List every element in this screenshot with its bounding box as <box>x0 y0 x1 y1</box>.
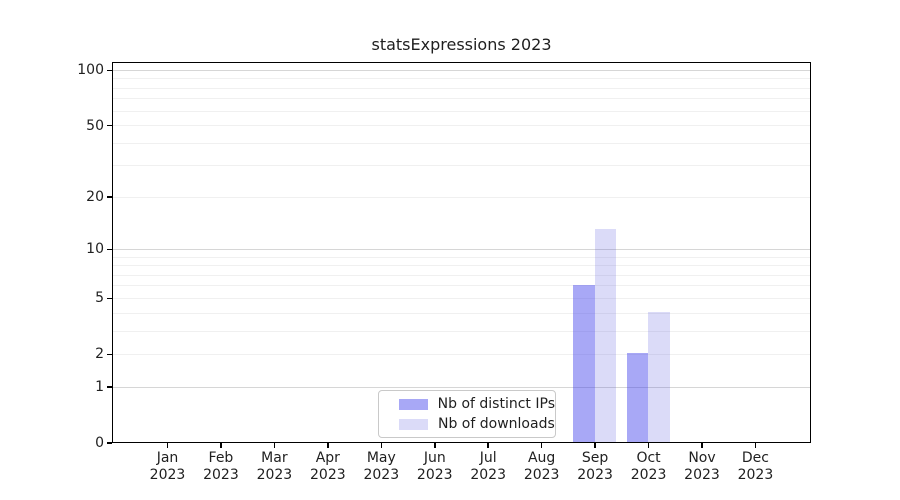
legend-item-distinct-ips: Nb of distinct IPs <box>399 396 555 412</box>
bar-sep-ips <box>573 284 595 442</box>
minor-gridline <box>113 98 810 100</box>
major-gridline <box>113 386 810 388</box>
major-gridline <box>113 248 810 250</box>
chart-title: statsExpressions 2023 <box>371 35 552 54</box>
x-axis-tick <box>220 443 222 448</box>
x-tick-month: Jul <box>479 450 497 466</box>
x-axis-tick <box>594 443 596 448</box>
x-tick-month: Mar <box>261 450 288 466</box>
x-tick-label: Jan 2023 <box>128 450 208 484</box>
bar-oct-ips <box>626 353 649 442</box>
x-tick-year: 2023 <box>310 467 346 483</box>
y-axis-tick <box>107 442 112 444</box>
x-tick-month: Oct <box>636 450 661 466</box>
x-tick-month: Feb <box>208 450 234 466</box>
minor-gridline <box>113 297 810 299</box>
minor-gridline <box>113 312 810 314</box>
plot-area <box>112 62 811 443</box>
x-axis-tick <box>701 443 703 448</box>
bar-oct-downloads <box>648 312 670 442</box>
x-tick-label: Feb 2023 <box>181 450 261 484</box>
y-axis-tick <box>107 353 112 356</box>
legend-label-distinct-ips: Nb of distinct IPs <box>437 396 555 412</box>
x-tick-year: 2023 <box>256 467 293 483</box>
minor-gridline <box>113 110 810 112</box>
minor-gridline <box>113 256 810 258</box>
x-tick-year: 2023 <box>149 467 186 483</box>
x-tick-label: Mar 2023 <box>234 450 314 484</box>
x-tick-month: Aug <box>527 450 556 466</box>
x-axis-tick <box>647 443 650 448</box>
minor-gridline <box>113 274 810 276</box>
y-tick-label: 100 <box>77 62 104 79</box>
y-tick-label: 5 <box>95 290 104 307</box>
x-tick-label: Dec 2023 <box>715 450 795 484</box>
minor-gridline <box>113 265 810 267</box>
legend-label-downloads: Nb of downloads <box>438 416 555 432</box>
x-tick-year: 2023 <box>630 467 667 483</box>
x-axis-tick <box>434 443 436 448</box>
x-tick-month: Sep <box>581 450 609 466</box>
x-tick-year: 2023 <box>470 467 506 483</box>
x-tick-year: 2023 <box>363 467 400 483</box>
x-tick-year: 2023 <box>577 467 613 483</box>
minor-gridline <box>113 330 810 332</box>
legend: Nb of distinct IPs Nb of downloads <box>378 390 556 438</box>
x-axis-tick <box>273 443 276 448</box>
bar-sep-downloads <box>594 228 617 442</box>
x-tick-year: 2023 <box>523 467 560 483</box>
y-tick-label: 2 <box>95 346 104 363</box>
x-tick-label: Apr 2023 <box>288 450 368 484</box>
major-gridline <box>113 69 810 71</box>
minor-gridline <box>113 353 810 355</box>
y-tick-label: 50 <box>86 117 104 134</box>
x-axis-tick <box>380 443 383 448</box>
y-tick-label: 1 <box>95 379 104 396</box>
x-tick-label: Aug 2023 <box>502 450 582 484</box>
x-tick-year: 2023 <box>203 467 239 483</box>
x-axis-tick <box>540 443 543 448</box>
y-axis-tick <box>107 297 112 300</box>
minor-gridline <box>113 196 810 198</box>
minor-gridline <box>113 125 810 126</box>
y-tick-label: 0 <box>95 435 104 451</box>
y-axis-tick <box>107 69 112 72</box>
x-axis-tick <box>754 443 757 448</box>
y-tick-label: 10 <box>86 241 104 258</box>
legend-swatch-distinct-ips <box>399 398 428 410</box>
x-tick-month: Nov <box>688 450 716 466</box>
minor-gridline <box>113 285 810 287</box>
minor-gridline <box>113 87 810 89</box>
x-tick-month: Dec <box>741 450 769 466</box>
x-tick-month: Apr <box>315 450 340 466</box>
x-tick-month: May <box>366 450 396 466</box>
x-axis-tick <box>487 443 489 448</box>
x-tick-year: 2023 <box>737 467 774 483</box>
y-axis-tick <box>107 248 112 251</box>
minor-gridline <box>113 142 810 144</box>
y-axis-tick <box>107 386 112 388</box>
x-tick-label: Sep 2023 <box>555 450 635 484</box>
x-tick-label: Jun 2023 <box>395 450 475 484</box>
x-tick-year: 2023 <box>684 467 720 483</box>
x-tick-label: Oct 2023 <box>609 450 689 484</box>
x-tick-year: 2023 <box>416 467 453 483</box>
y-axis-tick <box>107 196 112 198</box>
legend-swatch-downloads <box>399 418 428 430</box>
y-tick-label: 20 <box>86 189 104 206</box>
x-tick-label: Jul 2023 <box>448 450 528 484</box>
x-tick-month: Jun <box>423 450 446 466</box>
x-axis-tick <box>166 443 169 448</box>
x-axis-tick <box>327 443 329 448</box>
x-tick-month: Jan <box>156 450 179 466</box>
legend-item-downloads: Nb of downloads <box>399 416 555 432</box>
y-axis-tick <box>107 124 112 127</box>
x-tick-label: May 2023 <box>341 450 421 484</box>
minor-gridline <box>113 165 810 167</box>
minor-gridline <box>113 78 810 80</box>
x-tick-label: Nov 2023 <box>662 450 742 484</box>
